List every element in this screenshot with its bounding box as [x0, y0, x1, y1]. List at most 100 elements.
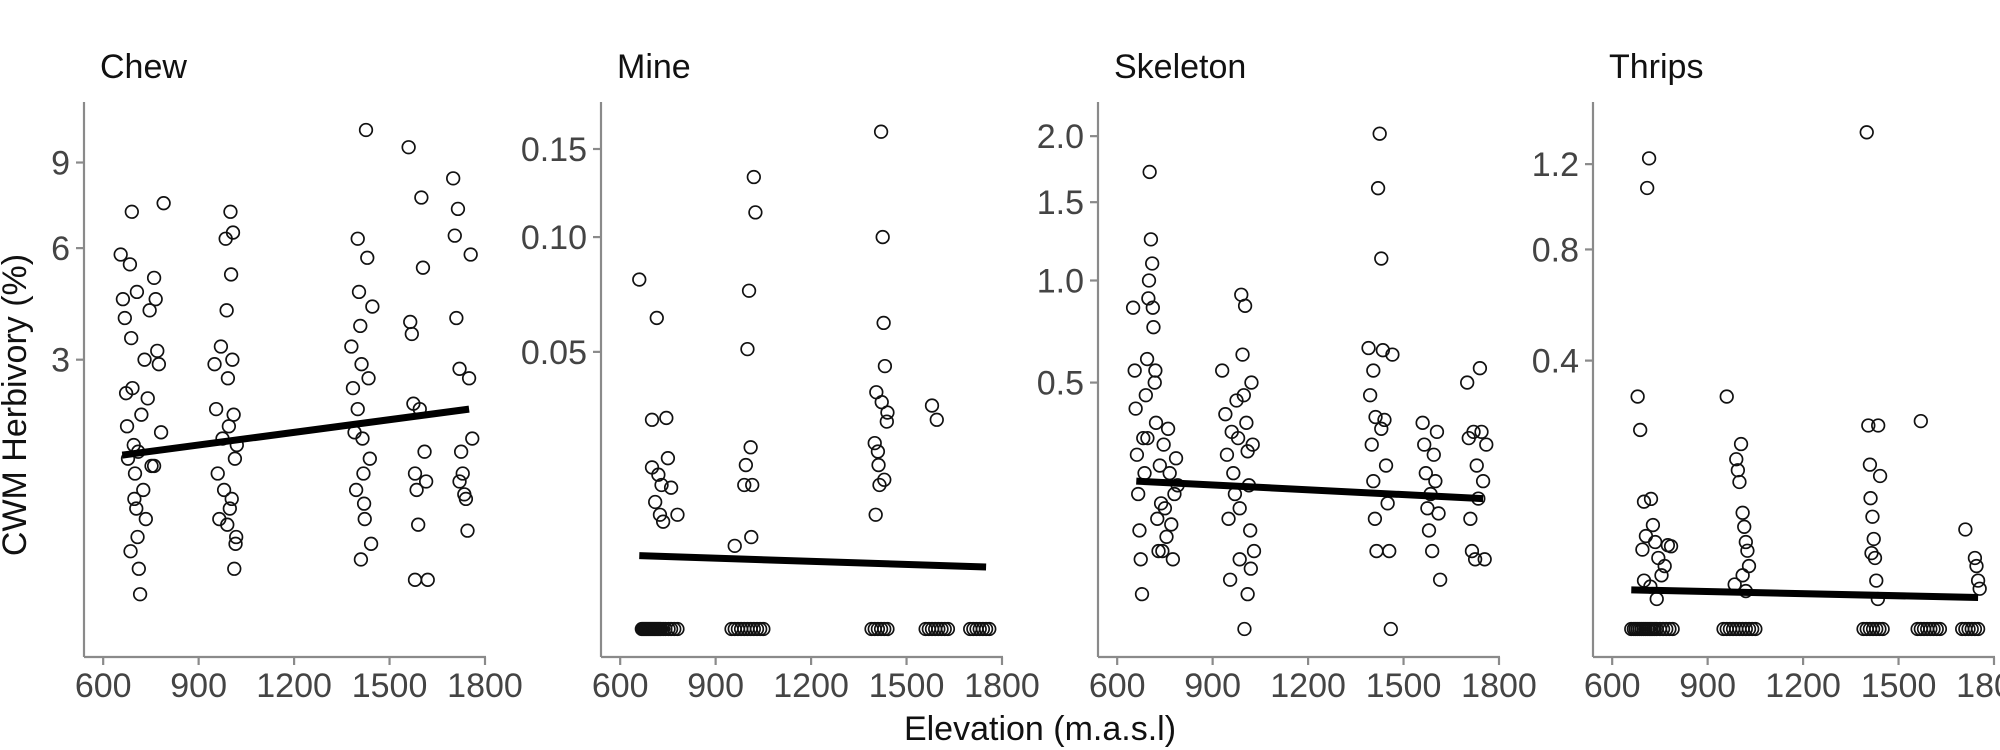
y-tick-label-chew: 9	[51, 145, 70, 183]
data-point-mine	[660, 451, 676, 466]
data-point-thrips	[1649, 591, 1664, 607]
data-point-skeleton	[1219, 447, 1235, 462]
x-tick-label-chew: 1800	[447, 667, 523, 705]
data-point-mine	[867, 435, 882, 451]
data-point-chew	[134, 407, 149, 422]
data-point-skeleton	[1232, 552, 1247, 567]
data-point-skeleton	[1141, 273, 1157, 288]
data-point-skeleton	[1378, 458, 1394, 473]
data-point-thrips	[1641, 151, 1657, 166]
data-point-chew	[420, 572, 435, 587]
y-tick-label-mine: 0.15	[521, 131, 587, 169]
data-point-mine	[880, 621, 895, 637]
data-point-thrips	[1651, 550, 1666, 566]
data-point-skeleton	[1243, 523, 1258, 538]
data-point-skeleton	[1148, 363, 1163, 378]
data-point-skeleton	[1137, 465, 1152, 481]
data-point-chew	[403, 314, 418, 330]
data-point-chew	[224, 491, 239, 507]
data-point-chew	[461, 371, 477, 386]
data-point-skeleton	[1466, 424, 1481, 440]
data-point-thrips	[1729, 452, 1744, 467]
data-point-mine	[644, 412, 660, 427]
data-point-chew	[129, 501, 144, 516]
data-point-skeleton	[1385, 347, 1400, 362]
data-point-skeleton	[1142, 164, 1157, 180]
data-point-chew	[414, 190, 429, 205]
trend-line-skeleton	[1136, 477, 1484, 503]
data-point-chew	[450, 201, 466, 217]
data-point-skeleton	[1131, 486, 1146, 502]
x-tick-label-skeleton: 900	[1184, 667, 1241, 705]
data-point-mine	[654, 477, 669, 493]
data-point-chew	[418, 474, 434, 489]
data-point-mine	[877, 472, 892, 487]
data-point-skeleton	[1138, 388, 1153, 403]
data-point-thrips	[1862, 457, 1878, 472]
trend-line-chew	[121, 405, 470, 459]
x-tick-label-mine: 1800	[964, 667, 1040, 705]
data-point-skeleton	[1152, 458, 1167, 473]
data-point-chew	[452, 474, 467, 489]
data-point-chew	[353, 552, 369, 567]
data-point-skeleton	[1235, 347, 1250, 362]
data-point-chew	[407, 466, 423, 481]
data-point-skeleton	[1372, 126, 1387, 141]
data-point-chew	[453, 444, 469, 459]
data-point-thrips	[1654, 568, 1669, 583]
data-point-chew	[360, 250, 375, 265]
data-point-skeleton	[1474, 424, 1489, 440]
data-point-skeleton	[1464, 543, 1480, 559]
x-tick-label-skeleton: 1500	[1366, 667, 1442, 705]
data-point-skeleton	[1475, 473, 1491, 489]
data-point-skeleton	[1230, 430, 1246, 446]
data-point-skeleton	[1232, 501, 1247, 516]
data-point-skeleton	[1479, 437, 1494, 452]
x-tick-label-thrips: 1800	[1956, 667, 2000, 705]
data-point-thrips	[1967, 550, 1983, 566]
data-point-skeleton	[1139, 351, 1155, 367]
data-point-thrips	[1872, 468, 1888, 484]
data-point-chew	[136, 482, 151, 498]
data-point-chew	[115, 292, 131, 307]
x-tick-label-thrips: 600	[1584, 667, 1641, 705]
data-point-chew	[117, 310, 132, 326]
x-axis-title: Elevation (m.a.s.l)	[904, 710, 1176, 748]
data-point-skeleton	[1472, 361, 1488, 376]
data-point-skeleton	[1418, 465, 1433, 481]
data-point-skeleton	[1431, 506, 1446, 521]
data-point-mine	[655, 514, 671, 529]
trend-line-thrips	[1631, 586, 1979, 602]
data-point-thrips	[1740, 543, 1755, 558]
data-point-skeleton	[1150, 511, 1165, 526]
data-point-thrips	[1719, 389, 1734, 404]
data-point-skeleton	[1429, 424, 1445, 440]
y-tick-label-mine: 0.05	[521, 334, 587, 372]
data-point-skeleton	[1374, 251, 1389, 266]
data-point-skeleton	[1366, 473, 1381, 489]
data-point-mine	[738, 457, 754, 473]
data-point-skeleton	[1229, 393, 1244, 408]
data-point-thrips	[1875, 621, 1890, 637]
data-point-skeleton	[1132, 523, 1147, 538]
data-point-skeleton	[1382, 543, 1397, 559]
data-point-mine	[737, 477, 752, 493]
data-point-thrips	[1865, 509, 1880, 524]
data-point-chew	[460, 523, 475, 538]
data-point-skeleton	[1366, 363, 1381, 378]
x-tick-label-mine: 1200	[773, 667, 849, 705]
data-point-mine	[659, 410, 674, 426]
data-point-skeleton	[1370, 181, 1386, 196]
y-axis-title: CWM Herbivory (%)	[0, 254, 34, 556]
data-point-chew	[345, 380, 361, 396]
y-tick-label-skeleton: 1.0	[1037, 263, 1084, 301]
data-point-chew	[151, 357, 167, 372]
data-point-chew	[362, 451, 377, 466]
data-point-chew	[223, 267, 239, 282]
data-point-skeleton	[1467, 552, 1483, 567]
data-point-thrips	[1741, 558, 1757, 574]
data-point-chew	[455, 466, 470, 481]
trend-line-mine	[639, 552, 987, 571]
data-point-chew	[348, 482, 364, 498]
